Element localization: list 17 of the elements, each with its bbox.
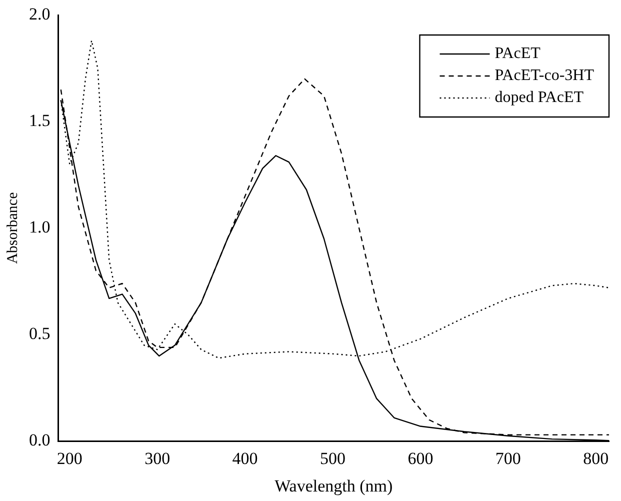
legend-label: doped PAcET (494, 89, 584, 106)
y-tick-label: 0.5 (29, 324, 50, 344)
y-tick-label: 1.0 (29, 218, 50, 237)
x-tick-label: 300 (144, 448, 170, 468)
x-tick-label: 500 (320, 448, 346, 468)
x-tick-label: 400 (232, 448, 258, 468)
legend-label: PAcET (494, 45, 541, 62)
y-tick-label: 2.0 (29, 4, 50, 24)
legend-label: PAcET-co-3HT (494, 67, 594, 84)
x-tick-label: 800 (583, 448, 609, 468)
x-tick-label: 700 (495, 448, 521, 468)
y-tick-label: 0.0 (29, 430, 50, 450)
y-tick-label: 1.5 (29, 111, 50, 130)
x-tick-label: 600 (408, 448, 434, 468)
x-axis-title: Wavelength (nm) (274, 476, 393, 496)
x-tick-label: 200 (56, 448, 82, 468)
y-axis-title: Absorbance (4, 192, 21, 264)
